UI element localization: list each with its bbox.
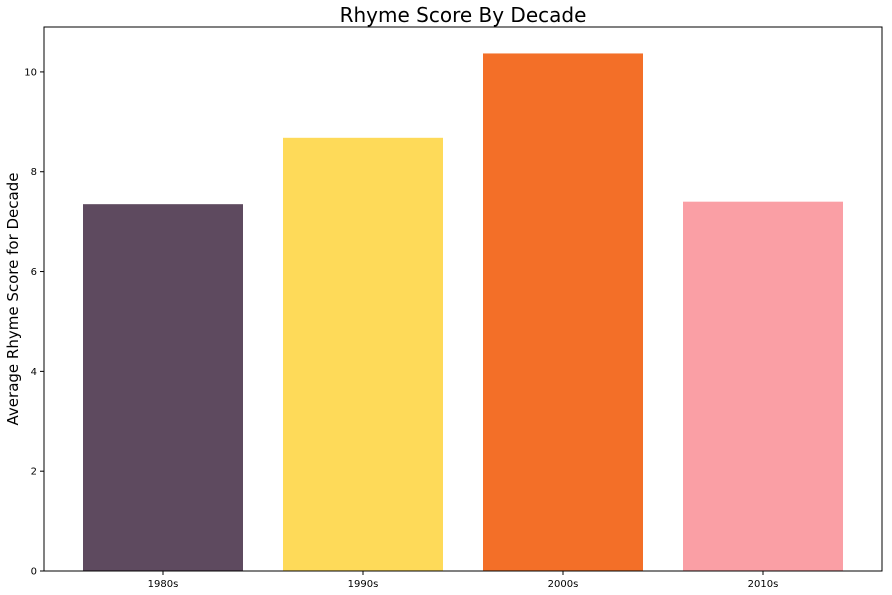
bar-1980s [83, 204, 243, 571]
x-tick-label: 2010s [748, 579, 779, 590]
y-tick-label: 0 [31, 567, 37, 578]
y-tick-label: 4 [31, 367, 37, 378]
y-tick-label: 2 [31, 467, 37, 478]
bar-1990s [283, 137, 443, 571]
x-axis-ticks: 1980s 1990s 2000s 2010s [148, 571, 779, 590]
chart-title: Rhyme Score By Decade [340, 3, 587, 27]
x-tick-label: 1990s [348, 579, 379, 590]
plot-frame [43, 26, 883, 572]
x-tick-label: 2000s [548, 579, 579, 590]
y-tick-label: 8 [31, 167, 37, 178]
bar-2000s [483, 53, 643, 572]
bars-group [83, 53, 843, 572]
y-axis-ticks: 0 2 4 6 8 10 [24, 67, 44, 578]
bar-2010s [683, 201, 843, 571]
y-axis-label: Average Rhyme Score for Decade [4, 173, 22, 426]
y-tick-label: 6 [31, 267, 37, 278]
x-tick-label: 1980s [148, 579, 179, 590]
y-tick-label: 10 [24, 67, 37, 78]
